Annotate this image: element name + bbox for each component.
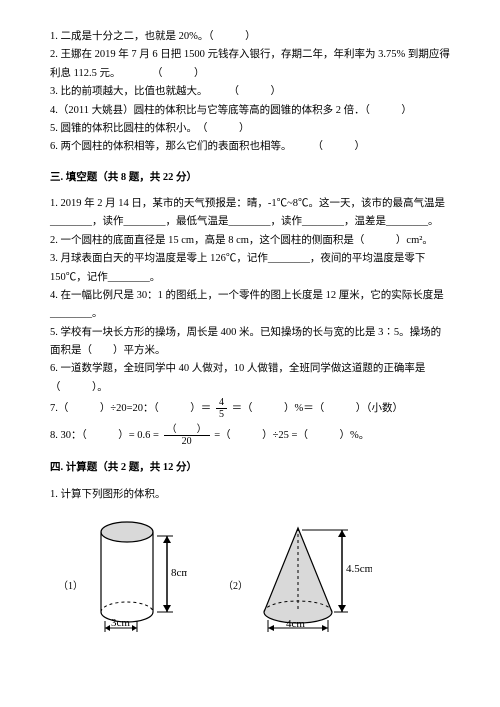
figure-2-label: （2） [223,578,248,596]
cyl-diameter: 3cm [111,617,130,629]
fraction-blank-20: （ ） 20 [164,424,210,447]
q2-3: 3. 比的前项越大，比值也就越大。 （ ） [50,83,450,101]
q3-5: 5. 学校有一块长方形的操场，周长是 400 米。已知操场的长与宽的比是 3∶5… [50,324,450,361]
figure-1-label: （1） [58,578,83,596]
q3-4: 4. 在一幅比例尺是 30：1 的图纸上，一个零件的图上长度是 12 厘米，它的… [50,287,450,324]
cone-diameter: 4cm [286,618,305,630]
cylinder-icon: 8cm 3cm [87,516,187,636]
q2-5: 5. 圆锥的体积比圆柱的体积小。 （ ） [50,120,450,138]
frac-den: 5 [216,409,227,420]
q3-1: 1. 2019 年 2 月 14 日，某市的天气预报是：晴，-1℃~8℃。这一天… [50,195,450,232]
page: 1. 二成是十分之二，也就是 20%。（ ） 2. 王娜在 2019 年 7 月… [0,0,500,656]
q3-7: 7.（ ）÷20=20：（ ）＝ 4 5 ＝（ ）%＝（ ）（小数） [50,397,450,420]
cone-height: 4.5cm [346,563,372,575]
figure-1: （1） 8cm 3cm [58,516,187,636]
q2-2: 2. 王娜在 2019 年 7 月 6 日把 1500 元钱存入银行，存期二年，… [50,46,450,83]
q2-6: 6. 两个圆柱的体积相等，那么它们的表面积也相等。 （ ） [50,138,450,156]
fraction-4-5: 4 5 [216,397,227,420]
cone-icon: 4.5cm 4cm [252,516,372,636]
q3-2: 2. 一个圆柱的底面直径是 15 cm，高是 8 cm，这个圆柱的侧面积是（ ）… [50,232,450,250]
q3-7b: ＝（ ）%＝（ ）（小数） [232,403,404,414]
q2-1: 1. 二成是十分之二，也就是 20%。（ ） [50,28,450,46]
section-3-title: 三. 填空题（共 8 题，共 22 分） [50,169,450,187]
q3-6: 6. 一道数学题，全班同学中 40 人做对，10 人做错，全班同学做这道题的正确… [50,360,450,397]
q2-4: 4.（2011 大姚县）圆柱的体积比与它等底等高的圆锥的体积多 2 倍．（ ） [50,102,450,120]
q3-7a: 7.（ ）÷20=20：（ ）＝ [50,403,214,414]
section-4-title: 四. 计算题（共 2 题，共 12 分） [50,459,450,477]
figure-2: （2） 4.5cm 4cm [223,516,372,636]
q3-8: 8. 30：（ ）= 0.6 = （ ） 20 =（ ）÷25 =（ ）%。 [50,424,450,447]
q3-3: 3. 月球表面白天的平均温度是零上 126℃，记作________，夜间的平均温… [50,250,450,287]
frac-num: （ ） [164,424,210,436]
q3-8b: =（ ）÷25 =（ ）%。 [214,430,369,441]
q4-1: 1. 计算下列图形的体积。 [50,486,450,504]
frac-num: 4 [216,397,227,409]
cyl-height: 8cm [171,567,187,579]
figures-row: （1） 8cm 3cm [58,516,450,636]
q3-8a: 8. 30：（ ）= 0.6 = [50,430,162,441]
frac-den: 20 [164,436,210,447]
